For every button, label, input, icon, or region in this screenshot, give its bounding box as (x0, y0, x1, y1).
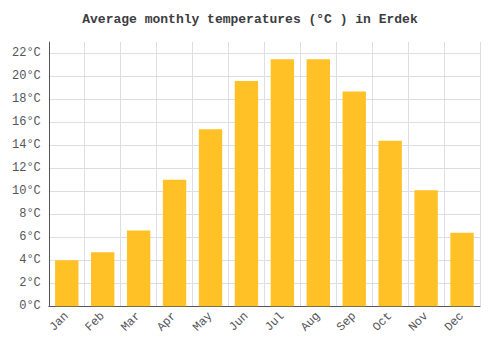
svg-text:Oct: Oct (370, 309, 395, 334)
svg-text:2°C: 2°C (19, 276, 41, 290)
svg-text:Feb: Feb (82, 309, 107, 334)
svg-text:18°C: 18°C (12, 92, 41, 106)
svg-text:10°C: 10°C (12, 184, 41, 198)
svg-text:Sep: Sep (334, 309, 359, 334)
svg-text:Jul: Jul (262, 309, 287, 334)
svg-text:4°C: 4°C (19, 253, 41, 267)
svg-text:Dec: Dec (442, 309, 467, 334)
svg-text:14°C: 14°C (12, 138, 41, 152)
svg-text:Nov: Nov (406, 309, 431, 334)
svg-text:Aug: Aug (298, 309, 323, 334)
svg-text:0°C: 0°C (19, 299, 41, 313)
svg-text:Average monthly temperatures (: Average monthly temperatures (°C ) in Er… (82, 12, 418, 27)
svg-text:Jun: Jun (226, 309, 251, 334)
svg-text:20°C: 20°C (12, 69, 41, 83)
svg-text:8°C: 8°C (19, 207, 41, 221)
svg-text:May: May (190, 309, 215, 334)
svg-text:Jan: Jan (47, 309, 72, 334)
svg-text:Mar: Mar (118, 309, 143, 334)
svg-text:16°C: 16°C (12, 115, 41, 129)
svg-text:Apr: Apr (154, 309, 179, 334)
svg-text:6°C: 6°C (19, 230, 41, 244)
svg-text:22°C: 22°C (12, 46, 41, 60)
svg-text:12°C: 12°C (12, 161, 41, 175)
